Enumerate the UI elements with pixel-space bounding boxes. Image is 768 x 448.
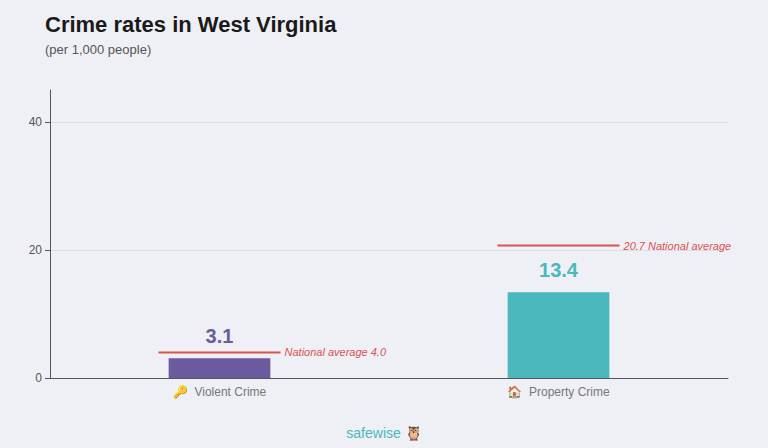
svg-text:13.4: 13.4 [539,259,579,281]
svg-text:20: 20 [29,243,43,257]
svg-text:0: 0 [35,371,42,385]
svg-text:40: 40 [29,115,43,129]
svg-text:3.1: 3.1 [206,325,234,347]
svg-text:National average 4.0: National average 4.0 [285,346,387,358]
svg-text:Crime rates in West Virginia: Crime rates in West Virginia [45,12,337,37]
svg-text:🔑 Violent Crime: 🔑 Violent Crime [173,384,267,399]
svg-text:20.7 National average: 20.7 National average [623,240,732,252]
svg-text:🏠 Property Crime: 🏠 Property Crime [507,385,610,399]
svg-text:(per 1,000 people): (per 1,000 people) [45,42,151,57]
svg-text:safewise 🦉: safewise 🦉 [346,425,421,442]
